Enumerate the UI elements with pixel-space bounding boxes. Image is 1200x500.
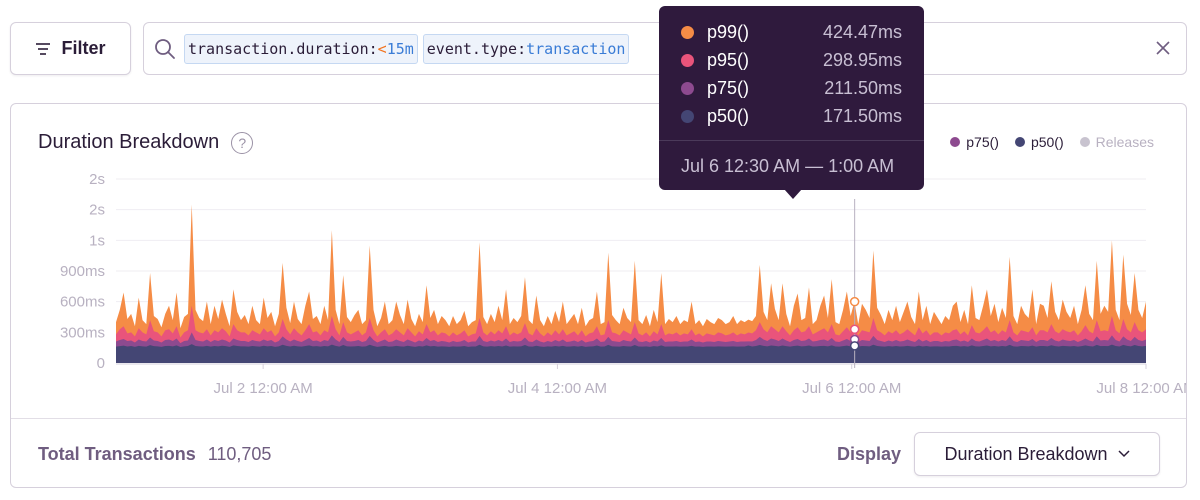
tooltip-row-p50: p50() 171.50ms — [681, 102, 902, 130]
tooltip-row-p95: p95() 298.95ms — [681, 46, 902, 74]
tooltip-row-p75: p75() 211.50ms — [681, 74, 902, 102]
token-colon: : — [517, 39, 527, 58]
legend-item-p75[interactable]: p75() — [950, 134, 999, 150]
tooltip-dot — [681, 109, 694, 123]
tooltip-series-name: p95() — [707, 49, 750, 70]
filter-icon — [36, 42, 51, 55]
display-select[interactable]: Duration Breakdown — [914, 432, 1160, 476]
clear-search-icon[interactable] — [1154, 39, 1172, 57]
token-colon: : — [368, 39, 378, 58]
legend-dot — [950, 137, 961, 147]
legend-item-releases[interactable]: Releases — [1079, 134, 1154, 150]
token-value: transaction — [526, 39, 626, 58]
y-tick-label: 600ms — [60, 294, 105, 311]
y-tick-label: 900ms — [60, 263, 105, 280]
token-operator: < — [377, 39, 387, 58]
y-tick-label: 2s — [89, 171, 105, 188]
tooltip-series-value: 424.47ms — [822, 21, 902, 42]
total-transactions-label: Total Transactions — [38, 444, 196, 464]
display-label: Display — [837, 444, 902, 464]
x-tick-label: Jul 2 12:00 AM — [214, 380, 313, 397]
search-token-duration[interactable]: transaction.duration:<15m — [184, 33, 418, 64]
search-icon — [155, 38, 175, 59]
hover-marker-p50 — [849, 341, 860, 351]
tooltip-series-value: 211.50ms — [824, 77, 902, 98]
token-key: event.type — [426, 39, 518, 58]
search-token-event-type[interactable]: event.type:transaction — [422, 33, 630, 64]
chevron-down-icon — [1118, 450, 1130, 458]
tooltip-dot — [681, 25, 694, 39]
legend-item-p50[interactable]: p50() — [1014, 134, 1064, 150]
legend-dot — [1014, 137, 1025, 147]
tooltip-dot — [681, 81, 694, 95]
token-value: 15m — [386, 39, 414, 58]
hover-marker-p99 — [849, 296, 860, 307]
tooltip-series-value: 298.95ms — [822, 49, 902, 70]
x-tick-label: Jul 6 12:00 AM — [802, 380, 901, 397]
chart-legend: p75() p50() Releases — [950, 134, 1154, 150]
duration-chart[interactable]: 0 300ms 600ms 900ms 1s 2s 2s Jul 2 12:00 AM Jul … — [11, 104, 1186, 416]
legend-label: p75() — [966, 134, 999, 150]
tooltip-series-name: p99() — [707, 21, 750, 42]
tooltip-divider — [659, 140, 924, 141]
y-tick-label: 300ms — [60, 324, 105, 341]
filter-button-label: Filter — [61, 38, 106, 58]
legend-label: p50() — [1030, 134, 1064, 150]
legend-label: Releases — [1095, 134, 1154, 150]
chart-header: Duration Breakdown ? — [38, 131, 254, 154]
y-tick-label: 1s — [89, 232, 105, 249]
series-area-p50 — [116, 344, 1146, 363]
tooltip-series-value: 171.50ms — [822, 105, 902, 126]
duration-breakdown-panel: Duration Breakdown ? p75() p50() Release… — [10, 103, 1187, 488]
legend-dot — [1079, 137, 1090, 147]
tooltip-arrow — [784, 189, 802, 199]
token-key: transaction.duration — [188, 39, 369, 58]
y-tick-label: 0 — [97, 355, 105, 372]
total-transactions-value: 110,705 — [207, 444, 272, 464]
panel-divider — [11, 418, 1186, 419]
tooltip-series-name: p50() — [707, 105, 750, 126]
chart-title: Duration Breakdown — [38, 131, 220, 153]
tooltip-dot — [681, 53, 694, 67]
tooltip-series-name: p75() — [707, 77, 750, 98]
chart-tooltip: p99() 424.47ms p95() 298.95ms p75() 211.… — [659, 6, 924, 199]
hover-marker-p95 — [849, 324, 860, 335]
tooltip-time-range: Jul 6 12:30 AM — 1:00 AM — [681, 156, 895, 176]
tooltip-row-p99: p99() 424.47ms — [681, 18, 902, 46]
series-area-p99 — [116, 204, 1146, 363]
x-tick-label: Jul 8 12:00 AM — [1096, 380, 1186, 397]
help-icon[interactable]: ? — [231, 131, 254, 154]
y-tick-label: 2s — [89, 202, 105, 219]
display-select-value: Duration Breakdown — [944, 443, 1108, 464]
filter-button[interactable]: Filter — [10, 22, 131, 75]
x-tick-label: Jul 4 12:00 AM — [508, 380, 607, 397]
total-transactions: Total Transactions 110,705 — [38, 444, 271, 465]
